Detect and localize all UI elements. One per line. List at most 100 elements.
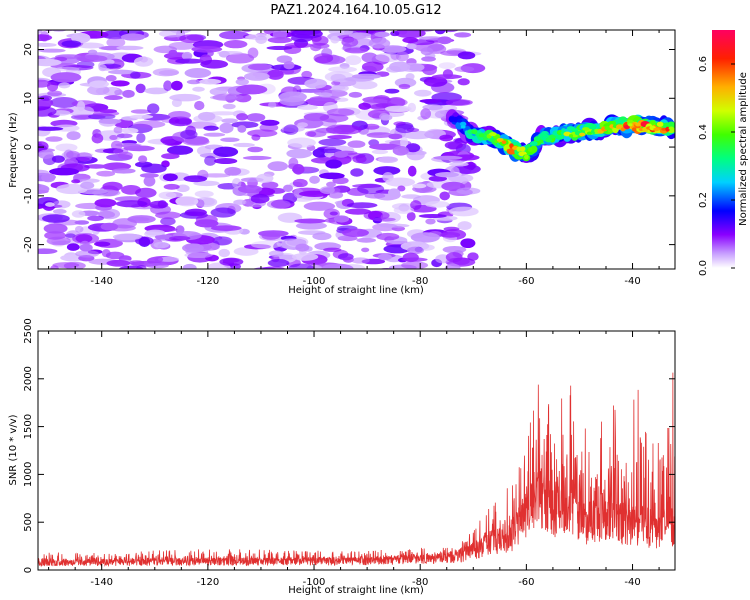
noise-blob — [163, 183, 180, 190]
noise-blob — [235, 78, 249, 86]
noise-blob — [198, 242, 220, 251]
noise-blob — [395, 51, 409, 62]
noise-blob — [400, 136, 409, 148]
noise-blob — [52, 262, 80, 269]
snr-ytick-label: 2500 — [23, 318, 34, 343]
signal-blob — [579, 132, 586, 137]
noise-blob — [441, 30, 459, 33]
noise-blob — [325, 159, 343, 169]
noise-blob — [145, 263, 169, 269]
noise-blob — [422, 64, 437, 76]
noise-blob — [241, 30, 253, 33]
noise-blob — [361, 61, 384, 72]
noise-blob — [368, 38, 391, 49]
noise-blob — [223, 40, 248, 49]
noise-blob — [218, 248, 230, 258]
noise-blob — [361, 247, 370, 253]
noise-blob — [431, 74, 463, 80]
noise-blob — [111, 168, 136, 174]
noise-blob — [312, 232, 332, 241]
signal-blob — [478, 133, 485, 138]
spectrogram-xtick-label: -120 — [197, 276, 220, 287]
noise-blob — [193, 114, 223, 124]
noise-blob — [319, 172, 345, 180]
noise-blob — [212, 93, 244, 102]
noise-blob — [145, 229, 166, 236]
noise-blob — [420, 108, 432, 120]
noise-blob — [136, 132, 146, 143]
noise-blob — [225, 53, 255, 64]
noise-blob — [296, 104, 318, 110]
snr-xtick-label: -60 — [518, 577, 534, 588]
noise-blob — [54, 66, 80, 72]
signal-blob — [519, 146, 526, 152]
signal-blob — [460, 125, 466, 129]
noise-blob — [182, 243, 204, 253]
signal-blob — [586, 131, 593, 135]
noise-blob — [293, 188, 304, 199]
noise-blob — [219, 257, 244, 266]
noise-blob — [294, 218, 327, 224]
noise-blob — [454, 32, 472, 38]
noise-blob — [371, 149, 389, 155]
signal-blob — [609, 124, 615, 129]
noise-blob — [268, 250, 284, 257]
noise-blob — [444, 263, 461, 269]
noise-blob — [267, 161, 288, 172]
spectrogram-xlabel: Height of straight line (km) — [288, 285, 424, 296]
noise-blob — [184, 252, 213, 259]
noise-blob — [200, 59, 229, 69]
snr-xtick-label: -100 — [303, 577, 326, 588]
noise-blob — [405, 73, 415, 81]
noise-blob — [247, 146, 264, 153]
snr-ylabel: SNR (10 * v/v) — [8, 414, 19, 485]
noise-blob — [267, 37, 293, 44]
noise-blob — [214, 158, 238, 165]
noise-blob — [101, 249, 111, 258]
noise-blob — [236, 113, 249, 121]
noise-blob — [79, 243, 93, 252]
noise-blob — [398, 83, 411, 90]
noise-blob — [401, 130, 434, 140]
noise-blob — [434, 30, 446, 35]
noise-blob — [331, 84, 349, 92]
noise-blob — [50, 72, 82, 83]
signal-blob — [489, 131, 497, 137]
noise-blob — [304, 78, 328, 89]
noise-blob — [171, 80, 183, 91]
noise-blob — [102, 181, 123, 192]
noise-blob — [96, 170, 116, 177]
signal-blob — [501, 140, 507, 145]
noise-blob — [361, 52, 378, 63]
colorbar-bar — [712, 30, 735, 268]
snr-frame — [37, 330, 676, 571]
noise-blob — [166, 145, 194, 155]
noise-blob — [171, 98, 182, 108]
noise-blob — [38, 30, 43, 34]
noise-blob — [295, 221, 327, 230]
noise-blob — [399, 62, 425, 73]
noise-blob — [352, 155, 367, 164]
noise-blob — [402, 252, 419, 263]
noise-blob — [114, 196, 146, 202]
noise-blob — [407, 165, 417, 177]
noise-blob — [326, 181, 336, 188]
noise-blob — [121, 143, 141, 149]
noise-blob — [115, 200, 148, 208]
spectrogram-frame — [37, 29, 676, 270]
noise-blob — [38, 42, 57, 47]
noise-blob — [52, 200, 71, 209]
noise-blob — [295, 243, 310, 252]
noise-blob — [342, 256, 354, 263]
noise-blob — [39, 95, 53, 101]
noise-blob — [186, 79, 202, 85]
noise-blob — [449, 162, 469, 167]
noise-blob — [364, 193, 386, 199]
noise-blob — [387, 96, 406, 108]
noise-blob — [351, 73, 382, 80]
noise-blob — [120, 33, 146, 41]
noise-blob — [233, 247, 259, 256]
noise-blob — [388, 188, 401, 197]
